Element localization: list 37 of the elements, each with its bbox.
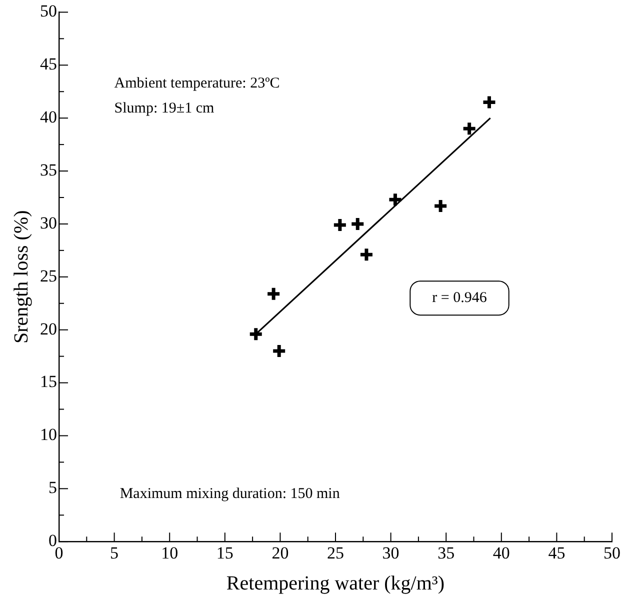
x-tick-label: 20 — [272, 543, 289, 562]
point — [481, 94, 497, 110]
y-tick-label: 50 — [40, 2, 57, 21]
point — [350, 216, 366, 232]
annotation: Ambient temperature: 23ºC — [114, 76, 280, 92]
y-tick-label: 5 — [48, 478, 57, 498]
y-tick-label: 25 — [40, 266, 57, 286]
point — [266, 286, 282, 302]
y-tick-label: 20 — [40, 319, 57, 338]
x-tick-label: 10 — [161, 543, 178, 562]
point — [358, 246, 374, 262]
annotation: Slump: 19±1 cm — [114, 100, 215, 116]
x-tick-label: 50 — [604, 543, 620, 562]
point — [271, 343, 287, 359]
point — [248, 326, 264, 342]
point — [432, 198, 448, 214]
y-axis-title: Srength loss (%) — [10, 210, 32, 344]
x-tick-label: 30 — [382, 543, 400, 562]
y-tick-label: 0 — [48, 531, 57, 550]
x-tick-label: 25 — [327, 543, 344, 562]
point — [462, 120, 478, 136]
x-axis-title: Retempering water (kg/m³) — [226, 572, 445, 594]
x-tick-label: 15 — [216, 543, 234, 562]
y-tick-label: 10 — [40, 425, 57, 444]
annotation: Maximum mixing duration: 150 min — [120, 486, 340, 502]
x-tick-label: 5 — [110, 543, 119, 562]
y-tick-label: 35 — [40, 160, 57, 180]
y-tick-label: 30 — [40, 213, 57, 232]
annotation: r = 0.946 — [432, 290, 488, 306]
point — [332, 217, 348, 233]
y-tick-label: 45 — [40, 54, 57, 74]
point — [387, 192, 403, 208]
x-tick-label: 35 — [438, 543, 455, 562]
x-tick-label: 45 — [548, 543, 566, 562]
y-tick-label: 40 — [40, 108, 57, 127]
x-tick-label: 40 — [492, 543, 510, 562]
y-tick-label: 15 — [40, 372, 57, 392]
